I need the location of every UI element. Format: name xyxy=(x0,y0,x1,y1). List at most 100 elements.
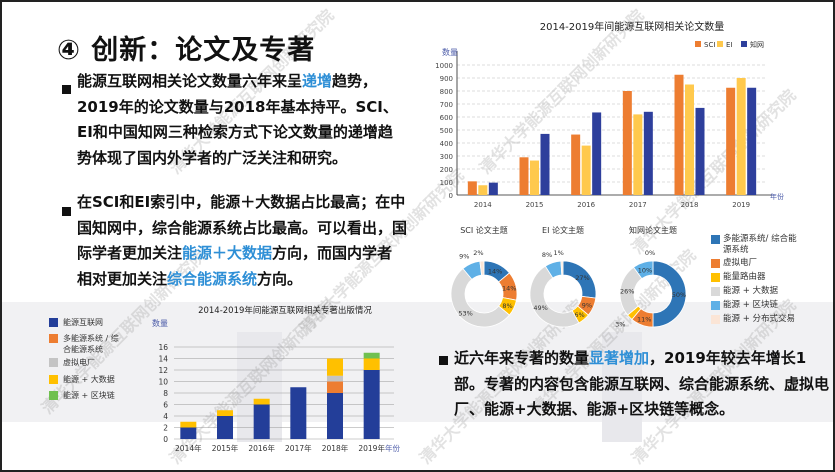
page-title: ④ 创新：论文及专著 xyxy=(57,35,316,66)
legend-swatch xyxy=(741,41,747,47)
city-background xyxy=(2,302,833,422)
y-tick-label: 16 xyxy=(158,343,168,352)
x-tick-label: 2016 xyxy=(577,201,595,209)
pie-data-label: 14% xyxy=(488,267,502,275)
legend-label: 能源 + 大数据 xyxy=(723,286,779,296)
legend-swatch xyxy=(49,318,58,327)
pie-slice-多能源系统/ 综合能源系统 xyxy=(652,260,687,328)
pie-slice-能源 + 区块链 xyxy=(633,260,654,280)
pie-slice-能源 + 分布式交易 xyxy=(560,260,564,276)
pie-slice-能源 + 大数据 xyxy=(529,265,580,328)
chart-title: 2014-2019年间能源互联网相关论文数量 xyxy=(540,20,725,33)
y-axis-label: 数量 xyxy=(442,47,458,57)
pie-title: 知网论文主题 xyxy=(629,225,677,235)
y-tick-label: 700 xyxy=(440,101,453,109)
bar-能源互联网 xyxy=(180,427,197,439)
bar-知网 xyxy=(747,87,757,195)
bar-多能源系统 / 综合能源系统 xyxy=(327,381,343,393)
y-tick-label: 0 xyxy=(163,435,168,444)
pie-data-label: 9% xyxy=(459,252,469,260)
bar-能源互联网 xyxy=(253,404,270,439)
x-axis-label: 年份 xyxy=(385,443,400,453)
legend-label: EI xyxy=(726,41,733,49)
y-tick-label: 600 xyxy=(440,114,453,122)
pie-data-label: 9% xyxy=(582,301,592,309)
pie-data-label: 2% xyxy=(473,249,483,257)
legend-swatch xyxy=(711,259,720,268)
y-tick-label: 14 xyxy=(158,355,168,364)
bar-能源互联网 xyxy=(363,370,380,439)
legend-swatch xyxy=(711,235,720,244)
bar-能源互联网 xyxy=(217,416,233,439)
x-axis-label: 年份 xyxy=(770,192,784,201)
x-tick-label: 2014 xyxy=(474,201,492,209)
y-tick-label: 6 xyxy=(163,401,168,410)
y-tick-label: 100 xyxy=(440,179,453,187)
legend-label: 能源 + 分布式交易 xyxy=(723,314,796,324)
legend-label: 虚拟电厂 xyxy=(723,258,758,268)
text-segment: 方向，而国内学者相对更加关注 xyxy=(77,244,393,288)
bar-能源 + 大数据 xyxy=(180,421,197,428)
pie-data-label: 8% xyxy=(542,251,552,259)
legend-label: 知网 xyxy=(750,40,764,49)
y-tick-label: 4 xyxy=(163,412,168,421)
x-tick-label: 2017年 xyxy=(285,443,312,453)
y-tick-label: 900 xyxy=(440,75,453,83)
pie-data-label: 49% xyxy=(533,304,547,312)
bar-EI xyxy=(478,185,488,195)
y-tick-label: 200 xyxy=(440,166,453,174)
legend-swatch xyxy=(49,391,58,400)
text-segment: 在SCI和EI索引中，能源＋大数据占比最高；在中国知网中，综合能源系统占比最高。… xyxy=(77,193,408,262)
legend-label: 多能源系统/ 综合能源系统 xyxy=(723,234,797,255)
x-tick-label: 2019 xyxy=(732,201,750,209)
chart-title: 2014-2019年间能源互联网相关专著出版情况 xyxy=(198,305,372,316)
pie-data-label: 50% xyxy=(672,291,686,299)
bar-EI xyxy=(685,84,694,195)
pie-data-label: 27% xyxy=(575,274,589,282)
bullet-icon xyxy=(439,356,448,365)
bar-SCI xyxy=(726,87,736,195)
pie-data-label: 3% xyxy=(615,321,625,329)
city-building xyxy=(602,332,642,442)
highlight-text: 综合能源系统 xyxy=(167,269,258,288)
bar-SCI xyxy=(622,91,632,195)
bar-EI xyxy=(736,78,746,195)
text-segment: 能源互联网相关论文数量六年来呈 xyxy=(77,72,303,90)
bar-知网 xyxy=(488,182,498,195)
legend-swatch xyxy=(49,334,58,343)
legend-swatch xyxy=(711,315,720,324)
y-tick-label: 0 xyxy=(449,192,453,200)
paragraph-books: 近六年来专著的数量显著增加，2019年较去年增长1部。专著的内容包含能源互联网、… xyxy=(454,346,830,423)
bar-能源 + 大数据 xyxy=(253,398,270,405)
y-tick-label: 1000 xyxy=(435,62,453,70)
pie-slice-能源 + 分布式交易 xyxy=(479,260,485,276)
pie-data-label: 8% xyxy=(502,302,512,310)
pie-data-label: 6% xyxy=(574,311,584,319)
bar-能源 + 区块链 xyxy=(363,352,380,359)
x-tick-label: 2016年 xyxy=(248,443,275,453)
bar-EI xyxy=(530,160,539,195)
bar-EI xyxy=(633,114,643,195)
bar-知网 xyxy=(695,107,705,195)
pie-data-label: 26% xyxy=(620,288,634,296)
y-tick-label: 800 xyxy=(440,88,453,96)
legend-label: 虚拟电厂 xyxy=(63,358,95,367)
bar-知网 xyxy=(540,133,550,195)
bullet-icon xyxy=(62,85,71,94)
pie-title: EI 论文主题 xyxy=(542,225,584,235)
y-tick-label: 8 xyxy=(163,389,168,398)
bar-SCI xyxy=(467,181,477,195)
pie-data-label: 11% xyxy=(637,315,651,323)
pie-title: SCI 论文主题 xyxy=(460,225,508,235)
pie-data-label: 0% xyxy=(645,249,655,257)
paragraph-topic-share: 在SCI和EI索引中，能源＋大数据占比最高；在中国知网中，综合能源系统占比最高。… xyxy=(77,190,407,292)
bar-SCI xyxy=(519,157,529,195)
bar-知网 xyxy=(592,112,602,195)
highlight-text: 显著增加 xyxy=(589,349,650,367)
bullet-icon xyxy=(62,207,71,216)
bar-能源 + 大数据 xyxy=(217,410,233,416)
legend-swatch xyxy=(695,41,701,47)
bar-能源 + 大数据 xyxy=(363,358,380,370)
x-tick-label: 2015 xyxy=(526,201,544,209)
legend-swatch xyxy=(49,358,58,367)
